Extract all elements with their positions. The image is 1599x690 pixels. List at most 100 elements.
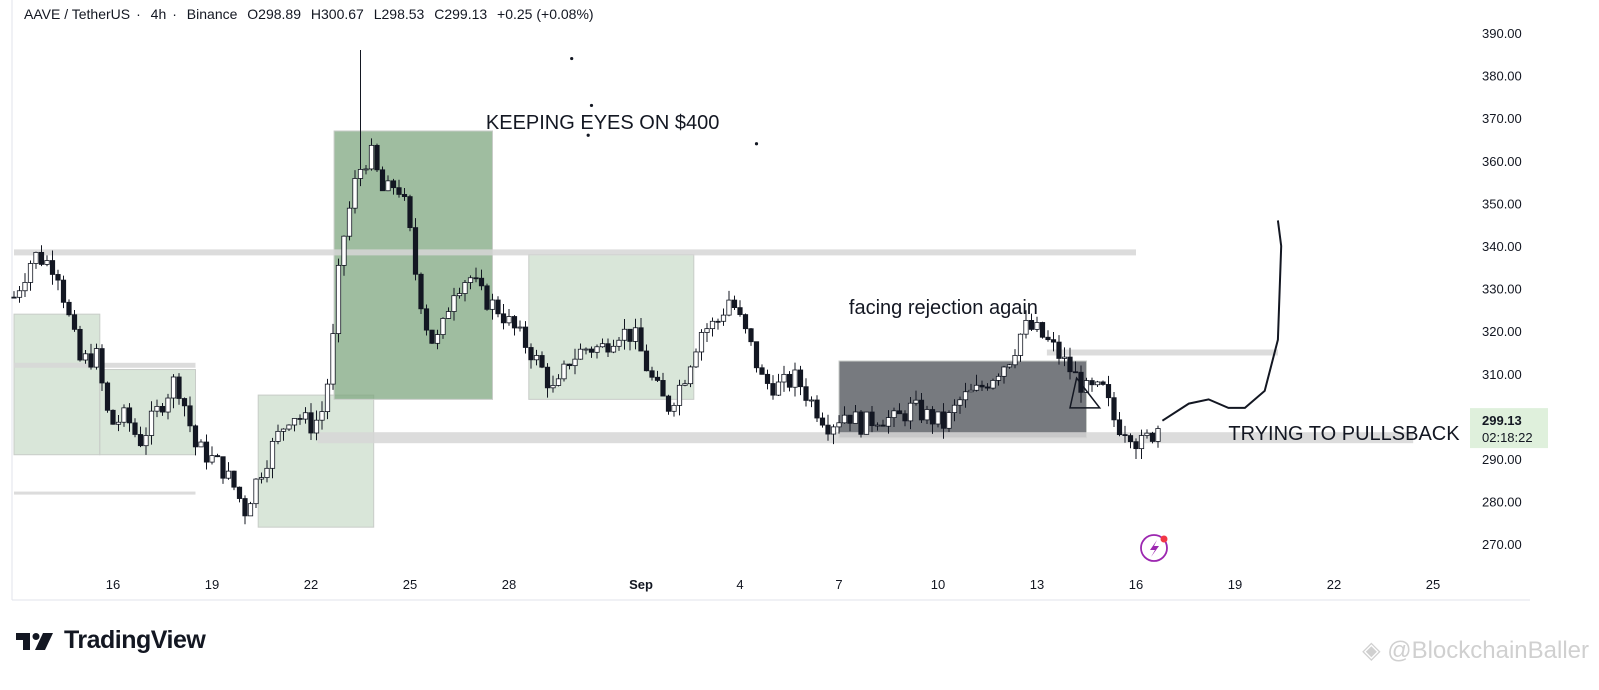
candle-body[interactable] [264, 467, 270, 478]
candle-body[interactable] [445, 311, 452, 319]
candle-body[interactable] [484, 285, 490, 310]
candle-body[interactable] [698, 332, 705, 353]
candle-body[interactable] [99, 348, 105, 384]
candle-body[interactable] [93, 348, 100, 368]
candle-body[interactable] [203, 441, 210, 463]
candle-body[interactable] [1061, 356, 1068, 359]
candle-body[interactable] [517, 326, 523, 329]
candle-body[interactable] [594, 346, 600, 353]
candle-body[interactable] [775, 381, 782, 396]
candle-body[interactable] [880, 424, 886, 427]
candle-body[interactable] [528, 347, 534, 361]
candle-body[interactable] [440, 318, 446, 335]
candle-body[interactable] [55, 274, 61, 281]
candle-body[interactable] [588, 348, 595, 353]
candle-body[interactable] [77, 328, 83, 361]
candle-body[interactable] [132, 422, 138, 435]
candle-body[interactable] [979, 384, 985, 388]
candle-body[interactable] [236, 486, 243, 499]
candle-body[interactable] [1111, 397, 1117, 421]
candle-body[interactable] [907, 402, 914, 422]
candle-body[interactable] [1023, 320, 1029, 335]
candle-body[interactable] [786, 373, 793, 388]
candle-body[interactable] [539, 355, 545, 368]
candle-body[interactable] [1089, 380, 1095, 386]
candle-body[interactable] [770, 383, 776, 396]
candle-body[interactable] [467, 277, 474, 283]
candle-body[interactable] [330, 333, 336, 385]
candle-body[interactable] [533, 355, 540, 361]
candle-body[interactable] [968, 389, 974, 393]
candle-body[interactable] [385, 180, 391, 192]
candle-body[interactable] [852, 411, 859, 424]
candle-body[interactable] [841, 414, 848, 424]
candle-body[interactable] [352, 178, 358, 209]
candle-body[interactable] [214, 455, 221, 458]
candle-body[interactable] [753, 341, 760, 369]
candle-body[interactable] [836, 422, 842, 428]
tradingview-logo[interactable]: TradingView [16, 626, 206, 655]
candle-body[interactable] [550, 385, 556, 389]
candle-body[interactable] [874, 424, 881, 427]
candle-body[interactable] [572, 358, 578, 367]
interval-label[interactable]: 4h [150, 6, 167, 22]
candle-body[interactable] [929, 409, 936, 425]
candle-body[interactable] [143, 435, 149, 447]
candle-body[interactable] [995, 375, 1002, 381]
candle-body[interactable] [819, 417, 826, 426]
candle-body[interactable] [121, 407, 127, 423]
candle-body[interactable] [962, 391, 969, 401]
candle-body[interactable] [704, 328, 710, 333]
candle-body[interactable] [1034, 322, 1040, 330]
candle-body[interactable] [225, 470, 232, 479]
candle-body[interactable] [632, 327, 639, 342]
candle-body[interactable] [693, 351, 699, 368]
candle-body[interactable] [110, 409, 116, 425]
candle-body[interactable] [671, 404, 677, 412]
candle-body[interactable] [764, 373, 771, 384]
candle-body[interactable] [1045, 336, 1051, 341]
candle-body[interactable] [286, 424, 292, 430]
candle-body[interactable] [66, 301, 72, 316]
candle-body[interactable] [231, 470, 237, 488]
candle-body[interactable] [709, 320, 716, 330]
candle-body[interactable] [935, 411, 941, 425]
candle-body[interactable] [1072, 371, 1079, 374]
candle-body[interactable] [1083, 380, 1090, 393]
candle-body[interactable] [33, 251, 39, 264]
candle-body[interactable] [324, 383, 331, 413]
candle-body[interactable] [583, 348, 589, 351]
candle-body[interactable] [462, 282, 468, 294]
candle-body[interactable] [220, 456, 226, 479]
candle-body[interactable] [720, 314, 727, 322]
candle-body[interactable] [71, 314, 78, 330]
candle-body[interactable] [522, 326, 529, 348]
candle-body[interactable] [649, 370, 655, 378]
candle-body[interactable] [1122, 434, 1128, 437]
candle-body[interactable] [242, 498, 248, 517]
candle-body[interactable] [159, 405, 166, 413]
candle-body[interactable] [555, 378, 562, 386]
candle-body[interactable] [1133, 441, 1139, 450]
candle-body[interactable] [605, 343, 611, 353]
candle-body[interactable] [803, 386, 809, 401]
candle-body[interactable] [511, 316, 518, 329]
candle-body[interactable] [913, 399, 919, 404]
candle-body[interactable] [1039, 322, 1046, 338]
candle-body[interactable] [1138, 435, 1145, 450]
candle-body[interactable] [797, 369, 804, 388]
candle-body[interactable] [170, 376, 177, 399]
candle-body[interactable] [27, 263, 34, 283]
candle-body[interactable] [759, 367, 765, 375]
candle-body[interactable] [396, 187, 402, 195]
candle-body[interactable] [858, 411, 864, 435]
candle-body[interactable] [253, 478, 259, 505]
candle-body[interactable] [665, 395, 672, 412]
candle-body[interactable] [869, 411, 875, 427]
candle-body[interactable] [451, 295, 457, 312]
candle-body[interactable] [957, 399, 963, 406]
candle-body[interactable] [88, 353, 94, 368]
candle-body[interactable] [1056, 341, 1062, 359]
candle-body[interactable] [500, 313, 507, 324]
